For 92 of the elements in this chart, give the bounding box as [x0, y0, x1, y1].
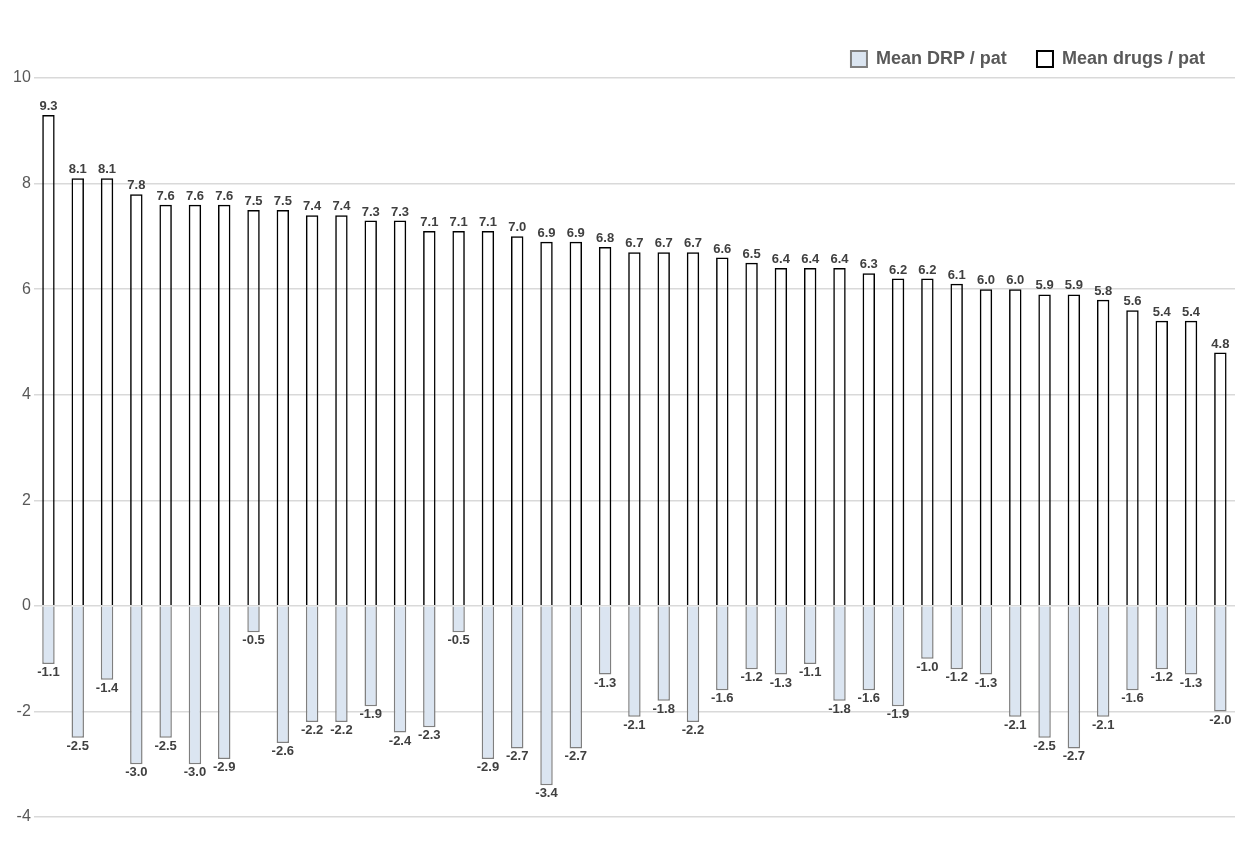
data-label: -1.0: [916, 658, 939, 674]
data-label: -1.6: [857, 690, 880, 706]
data-label: -1.9: [359, 706, 382, 722]
legend-label: Mean drugs / pat: [1061, 47, 1206, 68]
data-label: 5.4: [1182, 303, 1201, 319]
data-label: 6.3: [859, 256, 878, 272]
data-label: 9.3: [39, 98, 58, 114]
data-label: -2.7: [506, 748, 529, 764]
data-label: 6.0: [1006, 272, 1025, 288]
data-label: -1.1: [798, 664, 822, 679]
data-label: 7.6: [215, 187, 234, 203]
data-label: -0.5: [447, 632, 470, 648]
data-label: 7.3: [390, 203, 410, 219]
data-label: 5.4: [1152, 303, 1172, 319]
data-label: 7.1: [478, 214, 497, 230]
data-label: 7.5: [273, 193, 292, 209]
data-label: 6.4: [771, 251, 791, 267]
y-tick-label: 10: [13, 68, 31, 86]
data-label: -2.0: [1209, 711, 1232, 727]
data-label: 6.2: [918, 261, 937, 277]
data-label: 6.8: [596, 229, 615, 245]
data-label: 5.9: [1035, 277, 1054, 293]
data-label: -2.7: [1062, 748, 1086, 764]
data-label: -1.2: [1150, 669, 1173, 685]
data-label: -1.8: [652, 700, 675, 716]
data-label: 7.4: [303, 198, 322, 214]
data-label: 7.6: [156, 187, 175, 203]
data-label: 8.1: [98, 161, 117, 177]
legend-label: Mean DRP / pat: [875, 47, 1007, 68]
data-label: -2.1: [623, 716, 646, 732]
data-label: 7.1: [420, 214, 439, 230]
data-label: -2.6: [271, 743, 295, 759]
data-label: -2.5: [1033, 737, 1056, 753]
data-label: -1.3: [769, 674, 793, 690]
data-label: -3.4: [535, 785, 559, 801]
data-label: -2.5: [154, 737, 177, 753]
data-label: -1.3: [1179, 674, 1203, 690]
data-label: 6.1: [947, 266, 966, 282]
data-label: -1.2: [740, 669, 763, 685]
y-tick-label: 4: [21, 385, 31, 403]
data-label: -2.4: [388, 732, 412, 748]
data-label: -2.9: [476, 759, 500, 775]
data-label: -1.2: [945, 669, 968, 685]
data-label: -2.1: [1004, 716, 1027, 732]
data-label: 8.1: [68, 161, 87, 177]
data-label: 7.5: [244, 193, 263, 209]
data-label: 6.7: [683, 235, 703, 251]
data-label: -2.9: [213, 759, 236, 775]
data-label: -1.3: [593, 674, 617, 690]
data-label: -1.6: [1121, 690, 1144, 706]
data-label: 6.7: [654, 235, 673, 251]
data-label: 6.6: [713, 240, 732, 256]
y-tick-label: 2: [21, 490, 31, 508]
data-label: 6.9: [566, 224, 585, 240]
data-label: -2.2: [681, 722, 705, 738]
y-tick-label: 6: [21, 279, 31, 297]
y-tick-label: 0: [21, 596, 31, 614]
data-label: 6.7: [625, 235, 644, 251]
data-label: -1.8: [828, 700, 851, 716]
data-label: -1.4: [95, 679, 120, 695]
data-label: 7.8: [127, 177, 146, 193]
data-label: -0.5: [242, 632, 265, 648]
data-label: -3.0: [183, 764, 207, 780]
data-label: 5.9: [1064, 277, 1083, 293]
y-tick-label: -4: [16, 807, 31, 825]
data-label: 7.1: [449, 214, 468, 230]
data-label: -2.5: [66, 737, 89, 753]
data-label: -2.7: [564, 748, 588, 764]
data-label: 5.6: [1123, 293, 1142, 309]
data-label: -2.3: [418, 727, 441, 743]
data-label: 6.2: [889, 261, 908, 277]
y-tick-label: -2: [16, 701, 31, 719]
data-label: 7.6: [185, 187, 204, 203]
y-tick-label: 8: [21, 173, 31, 191]
data-label: -2.2: [300, 722, 324, 738]
data-label: -1.1: [37, 664, 60, 679]
data-label: 6.9: [537, 224, 556, 240]
data-label: 4.8: [1211, 335, 1230, 351]
data-label: 6.5: [742, 245, 761, 261]
data-label: -2.2: [330, 722, 353, 738]
data-label: -1.9: [886, 706, 910, 722]
data-label: 7.3: [361, 203, 380, 219]
data-label: 7.0: [508, 219, 527, 235]
data-label: -3.0: [125, 764, 148, 780]
data-label: 6.4: [830, 251, 850, 267]
data-label: -1.3: [974, 674, 998, 690]
data-label: 6.4: [801, 251, 820, 267]
data-label: 6.0: [976, 272, 996, 288]
data-label: -1.6: [711, 690, 734, 706]
data-label: 5.8: [1094, 282, 1113, 298]
data-label: 7.4: [332, 198, 352, 214]
data-label: -2.1: [1091, 716, 1115, 732]
